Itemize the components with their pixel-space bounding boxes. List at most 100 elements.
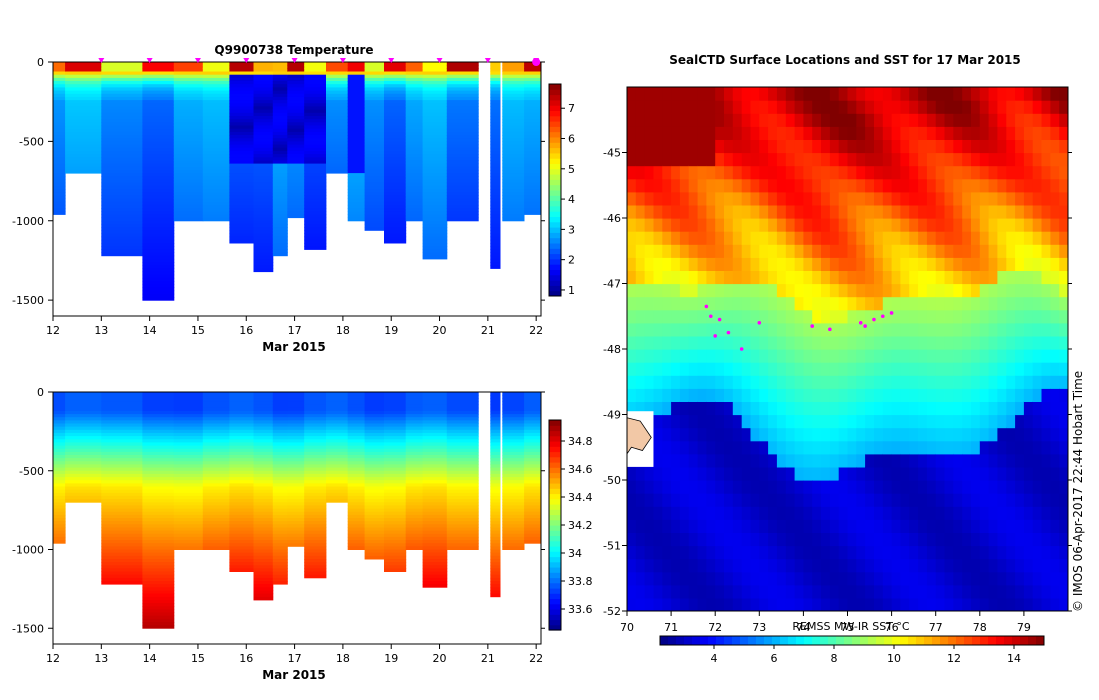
sst-cell bbox=[847, 571, 857, 586]
section-cell bbox=[326, 96, 349, 101]
section-cell bbox=[304, 555, 327, 560]
sst-cell bbox=[671, 414, 681, 429]
sst-cell bbox=[997, 453, 1007, 468]
sst-cell bbox=[724, 493, 734, 507]
sst-cell bbox=[724, 296, 734, 311]
sst-cell bbox=[1041, 545, 1051, 560]
y-tick-label: -45 bbox=[603, 147, 621, 160]
sst-cell bbox=[971, 283, 981, 298]
sst-cell bbox=[776, 257, 787, 271]
section-cell bbox=[142, 420, 175, 424]
section-cell bbox=[304, 524, 327, 528]
section-cell bbox=[53, 81, 66, 85]
section-cell bbox=[142, 404, 175, 409]
sst-cell bbox=[750, 427, 760, 442]
section-cell bbox=[253, 147, 274, 152]
sst-cell bbox=[1032, 414, 1043, 429]
sst-cell bbox=[635, 506, 646, 520]
section-cell bbox=[229, 445, 255, 450]
section-cell bbox=[142, 511, 175, 516]
sst-cell bbox=[944, 519, 954, 533]
section-cell bbox=[65, 455, 102, 459]
sst-cell bbox=[750, 100, 760, 114]
sst-cell bbox=[900, 335, 910, 350]
sst-cell bbox=[1050, 362, 1060, 376]
sst-cell bbox=[1050, 453, 1060, 468]
section-cell bbox=[524, 144, 541, 149]
sst-cell bbox=[882, 506, 893, 520]
sst-cell bbox=[697, 427, 707, 442]
section-cell bbox=[304, 176, 327, 180]
section-cell bbox=[422, 527, 448, 532]
section-cell bbox=[65, 90, 102, 95]
colorbar-tick-label: 4 bbox=[568, 193, 575, 206]
section-cell bbox=[347, 93, 366, 98]
sst-cell bbox=[891, 597, 901, 611]
sst-cell bbox=[971, 152, 981, 167]
section-cell bbox=[202, 404, 230, 409]
section-cell bbox=[272, 536, 288, 541]
sst-cell bbox=[856, 571, 866, 586]
sst-cell bbox=[679, 401, 690, 416]
section-cell bbox=[101, 62, 143, 66]
section-cell bbox=[304, 179, 327, 184]
section-cell bbox=[502, 477, 525, 481]
section-cell bbox=[142, 461, 175, 465]
section-cell bbox=[384, 100, 407, 104]
sst-cell bbox=[697, 257, 707, 271]
sst-cell bbox=[829, 597, 840, 611]
section-cell bbox=[405, 160, 424, 165]
sst-cell bbox=[997, 493, 1007, 507]
section-cell bbox=[173, 417, 204, 421]
sst-cell bbox=[1050, 401, 1060, 416]
section-cell bbox=[229, 477, 255, 481]
section-cell bbox=[364, 552, 385, 557]
section-cell bbox=[53, 398, 66, 402]
section-cell bbox=[524, 195, 541, 199]
section-cell bbox=[364, 198, 385, 203]
sst-cell bbox=[715, 388, 725, 402]
section-cell bbox=[490, 436, 501, 440]
sst-cell bbox=[653, 584, 663, 599]
sst-cell bbox=[935, 244, 946, 258]
section-cell bbox=[384, 508, 407, 513]
section-cell bbox=[142, 71, 175, 76]
section-cell bbox=[405, 214, 424, 219]
sst-cell bbox=[627, 597, 637, 611]
sst-cell bbox=[785, 506, 796, 520]
sst-cell bbox=[962, 283, 972, 298]
sst-cell bbox=[900, 545, 910, 560]
section-cell bbox=[272, 116, 288, 120]
sst-cell bbox=[900, 257, 910, 271]
section-cell bbox=[405, 473, 424, 478]
sst-cell bbox=[971, 244, 981, 258]
section-cell bbox=[446, 211, 479, 215]
section-cell bbox=[53, 106, 66, 111]
section-cell bbox=[229, 565, 255, 569]
sst-cell bbox=[909, 231, 919, 245]
section-cell bbox=[202, 439, 230, 443]
section-cell bbox=[405, 518, 424, 522]
sst-cell bbox=[776, 191, 787, 206]
sst-cell bbox=[679, 191, 690, 206]
sst-cell bbox=[706, 283, 716, 298]
sst-cell bbox=[909, 270, 919, 285]
section-cell bbox=[287, 442, 305, 447]
sst-cell bbox=[715, 139, 725, 154]
section-cell bbox=[446, 135, 479, 139]
sst-cell bbox=[979, 571, 990, 586]
sst-cell bbox=[724, 231, 734, 245]
sst-cell bbox=[1006, 519, 1016, 533]
section-cell bbox=[446, 527, 479, 532]
section-cell bbox=[142, 157, 175, 161]
colorbar-swatch bbox=[724, 636, 733, 645]
sst-cell bbox=[979, 87, 990, 101]
sst-cell bbox=[979, 480, 990, 494]
section-cell bbox=[364, 71, 385, 76]
section-cell bbox=[490, 401, 501, 406]
sst-cell bbox=[1050, 480, 1060, 494]
sst-cell bbox=[891, 322, 901, 337]
sst-cell bbox=[926, 165, 937, 180]
section-cell bbox=[326, 138, 349, 142]
colorbar-swatch bbox=[549, 525, 561, 531]
